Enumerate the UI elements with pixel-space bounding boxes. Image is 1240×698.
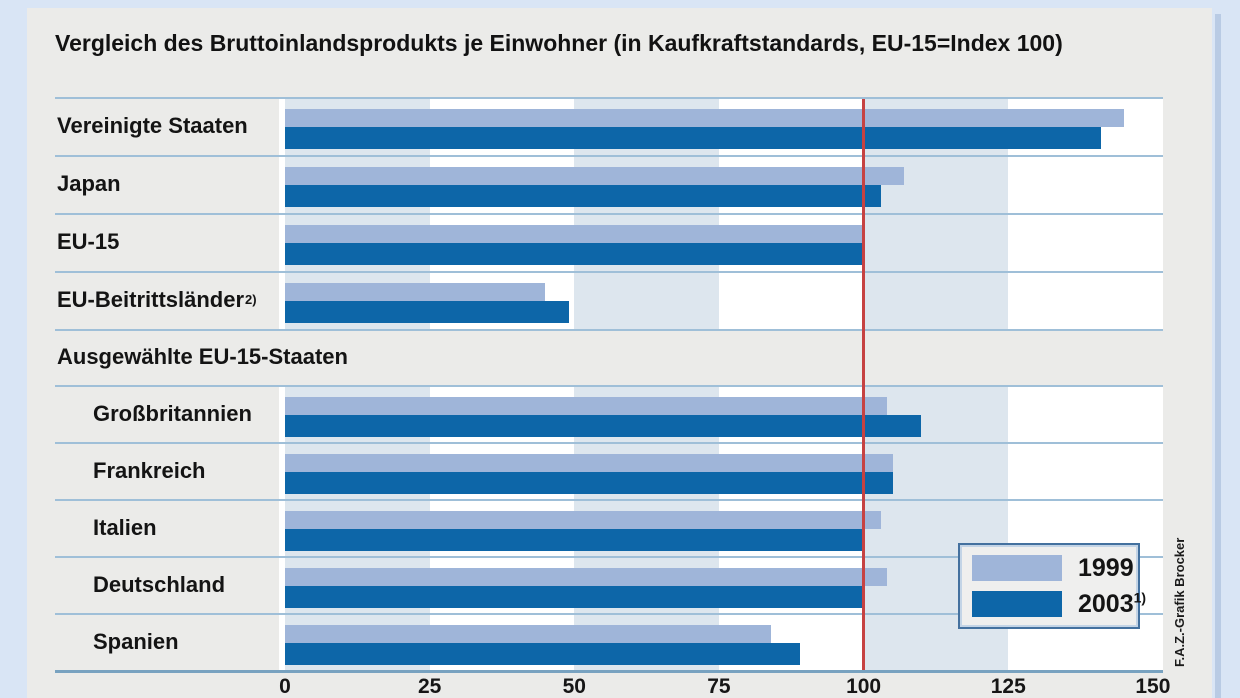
bar-1999	[285, 225, 864, 243]
legend-swatch-2003	[972, 591, 1062, 617]
bar-2003	[285, 586, 864, 608]
row-label: Deutschland	[93, 571, 226, 597]
row-label: EU-15	[57, 229, 120, 254]
bar-1999	[285, 283, 546, 301]
row-label: Vereinigte Staaten	[57, 113, 248, 138]
row-label: Italien	[93, 514, 157, 540]
row-separator-line	[55, 155, 1163, 157]
chart-title: Vergleich des Bruttoinlandsprodukts je E…	[55, 30, 1063, 56]
row-label: Spanien	[93, 628, 179, 654]
bar-1999	[285, 454, 893, 472]
bar-2003	[285, 185, 881, 207]
x-axis-tick-label: 0	[279, 675, 291, 698]
legend-footnote-marker: 1)	[1133, 589, 1147, 606]
bar-1999	[285, 511, 881, 529]
row-separator-line	[55, 613, 1163, 615]
x-axis-tick-label: 25	[417, 675, 442, 698]
row-separator-line	[55, 213, 1163, 215]
section-header-label: Ausgewählte EU-15-Staaten	[57, 344, 348, 369]
legend-swatch-1999	[972, 555, 1062, 581]
row-separator-line	[55, 97, 1163, 99]
bar-2003	[285, 643, 800, 665]
bar-1999	[285, 397, 887, 415]
reference-line-100	[861, 99, 865, 670]
row-separator-line	[55, 385, 1163, 387]
row-separator-line	[55, 499, 1163, 501]
bar-1999	[285, 167, 905, 185]
legend: 1999 20031)	[958, 543, 1146, 629]
bar-2003	[285, 243, 864, 265]
bar-2003	[285, 127, 1101, 149]
row-separator-line	[55, 271, 1163, 273]
section-header-row	[279, 331, 1163, 385]
row-separator-line	[55, 556, 1163, 558]
legend-item-1999: 1999	[972, 554, 1134, 583]
x-axis-line	[55, 670, 1163, 673]
x-axis-tick-label: 150	[1135, 675, 1171, 698]
row-separator-line	[55, 329, 1163, 331]
row-label: Großbritannien	[93, 400, 252, 426]
row-label: Japan	[57, 171, 121, 196]
bar-1999	[285, 568, 887, 586]
bar-1999	[285, 109, 1124, 127]
bar-2003	[285, 301, 569, 323]
source-credit: F.A.Z.-Grafik Brocker	[1172, 537, 1187, 667]
x-axis-tick-label: 75	[707, 675, 731, 698]
row-separator-line	[55, 442, 1163, 444]
x-axis-tick-label: 125	[990, 675, 1026, 698]
x-axis-tick-label: 100	[846, 675, 882, 698]
x-axis-tick-label: 50	[562, 675, 586, 698]
legend-label-1999: 1999	[1078, 553, 1134, 582]
bar-2003	[285, 529, 864, 551]
row-label: Frankreich	[93, 457, 206, 483]
bar-1999	[285, 625, 772, 643]
row-label: EU-Beitrittsländer 2)	[57, 287, 257, 312]
panel-edge-shadow	[1215, 14, 1221, 698]
legend-item-2003: 20031)	[972, 590, 1146, 619]
bar-2003	[285, 415, 922, 437]
bar-2003	[285, 472, 893, 494]
legend-label-2003: 20031)	[1078, 589, 1147, 618]
